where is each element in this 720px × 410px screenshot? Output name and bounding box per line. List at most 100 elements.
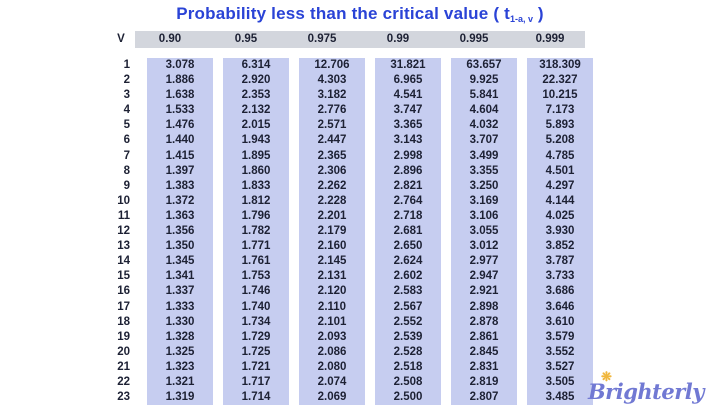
column-header: 0.975	[307, 33, 337, 45]
table-cell: 22.327	[542, 74, 578, 87]
title-subscript: 1-a, v	[509, 14, 533, 24]
table-cell: 2.583	[393, 285, 423, 298]
table-cell: 2.228	[317, 194, 347, 207]
table-cell: 1.323	[165, 360, 195, 373]
table-cell: 3.527	[545, 360, 575, 373]
table-cell: 1.383	[165, 179, 195, 192]
table-cell: 4.032	[469, 119, 499, 132]
table-cell: 2.539	[393, 330, 423, 343]
row-label: 15	[117, 270, 130, 283]
table-cell: 2.131	[317, 270, 347, 283]
row-label: 4	[123, 104, 130, 117]
table-cell: 3.355	[469, 164, 499, 177]
table-cell: 1.886	[165, 74, 195, 87]
table-cell: 2.807	[469, 391, 499, 404]
value-column: 3.078 1.886 1.638 1.533 1.476 1.440 1.415 1.397…	[147, 58, 213, 406]
table-cell: 3.552	[545, 345, 575, 358]
table-cell: 2.110	[317, 300, 347, 313]
table-cell: 2.921	[469, 285, 499, 298]
table-cell: 1.333	[165, 300, 195, 313]
table-cell: 2.086	[317, 345, 347, 358]
row-label: 18	[117, 315, 130, 328]
row-label: 5	[123, 119, 130, 132]
table-cell: 4.785	[545, 149, 575, 162]
table-cell: 2.069	[317, 391, 347, 404]
table-cell: 2.160	[317, 240, 347, 253]
table-cell: 1.740	[241, 300, 271, 313]
table-cell: 1.330	[165, 315, 195, 328]
table-cell: 4.541	[393, 89, 423, 102]
table-cell: 1.796	[241, 209, 271, 222]
table-cell: 1.782	[241, 225, 271, 238]
row-label: 22	[117, 375, 130, 388]
table-cell: 9.925	[469, 74, 499, 87]
table-cell: 3.852	[545, 240, 575, 253]
table-cell: 3.078	[165, 59, 195, 71]
table-cell: 6.965	[393, 74, 423, 87]
table-cell: 1.860	[241, 164, 271, 177]
table-cell: 2.764	[393, 194, 423, 207]
table-cell: 1.356	[165, 225, 195, 238]
table-cell: 4.501	[545, 164, 575, 177]
row-label: 14	[117, 255, 130, 268]
table-cell: 1.397	[165, 164, 195, 177]
table-cell: 1.761	[241, 255, 271, 268]
column-header: 0.999	[535, 33, 565, 45]
table-cell: 2.898	[469, 300, 499, 313]
value-column: 31.821 6.965 4.541 3.747 3.365 3.143 2.998 2.89…	[375, 58, 441, 406]
table-cell: 1.337	[165, 285, 195, 298]
row-label: 1	[123, 59, 130, 71]
table-cell: 3.707	[469, 134, 499, 147]
table-cell: 3.143	[393, 134, 423, 147]
row-label: 16	[117, 285, 130, 298]
table-cell: 1.415	[165, 149, 195, 162]
table-cell: 63.657	[466, 59, 502, 71]
row-label: 17	[117, 300, 130, 313]
table-cell: 1.372	[165, 194, 195, 207]
table-cell: 5.208	[545, 134, 575, 147]
table-body: 1 2 3 4 5 6 7 8 9 10 11 12 13 14 15 16 17 18 19 20 21 22 23 3.…	[110, 58, 593, 406]
table-cell: 1.638	[165, 89, 195, 102]
table-cell: 2.132	[241, 104, 271, 117]
table-cell: 2.571	[317, 119, 347, 132]
table-cell: 1.440	[165, 134, 195, 147]
table-cell: 4.297	[545, 179, 575, 192]
table-cell: 1.771	[241, 240, 271, 253]
table-cell: 1.319	[165, 391, 195, 404]
table-cell: 2.093	[317, 330, 347, 343]
table-cell: 2.878	[469, 315, 499, 328]
table-cell: 3.365	[393, 119, 423, 132]
row-label: 6	[123, 134, 130, 147]
value-column: 318.309 22.327 10.215 7.173 5.893 5.208 4.785 4…	[527, 58, 593, 406]
table-cell: 1.714	[241, 391, 271, 404]
table-cell: 2.201	[317, 209, 347, 222]
table-cell: 1.746	[241, 285, 271, 298]
table-cell: 2.365	[317, 149, 347, 162]
row-label: 8	[123, 164, 130, 177]
table-cell: 3.733	[545, 270, 575, 283]
table-cell: 2.821	[393, 179, 423, 192]
table-cell: 1.895	[241, 149, 271, 162]
table-cell: 3.169	[469, 194, 499, 207]
row-label: 13	[117, 240, 130, 253]
table-cell: 2.500	[393, 391, 423, 404]
table-cell: 318.309	[539, 59, 581, 71]
table-cell: 1.476	[165, 119, 195, 132]
table-cell: 3.646	[545, 300, 575, 313]
table-cell: 12.706	[314, 59, 350, 71]
table-cell: 3.610	[545, 315, 575, 328]
table-cell: 1.341	[165, 270, 195, 283]
table-cell: 2.947	[469, 270, 499, 283]
row-label: 19	[117, 330, 130, 343]
table-cell: 1.812	[241, 194, 271, 207]
table-cell: 2.101	[317, 315, 347, 328]
table-cell: 3.012	[469, 240, 499, 253]
row-label: 3	[123, 89, 130, 102]
table-cell: 31.821	[390, 59, 426, 71]
table-cell: 1.328	[165, 330, 195, 343]
table-cell: 4.303	[317, 74, 347, 87]
header-band	[135, 31, 585, 48]
table-cell: 3.686	[545, 285, 575, 298]
table-cell: 2.552	[393, 315, 423, 328]
